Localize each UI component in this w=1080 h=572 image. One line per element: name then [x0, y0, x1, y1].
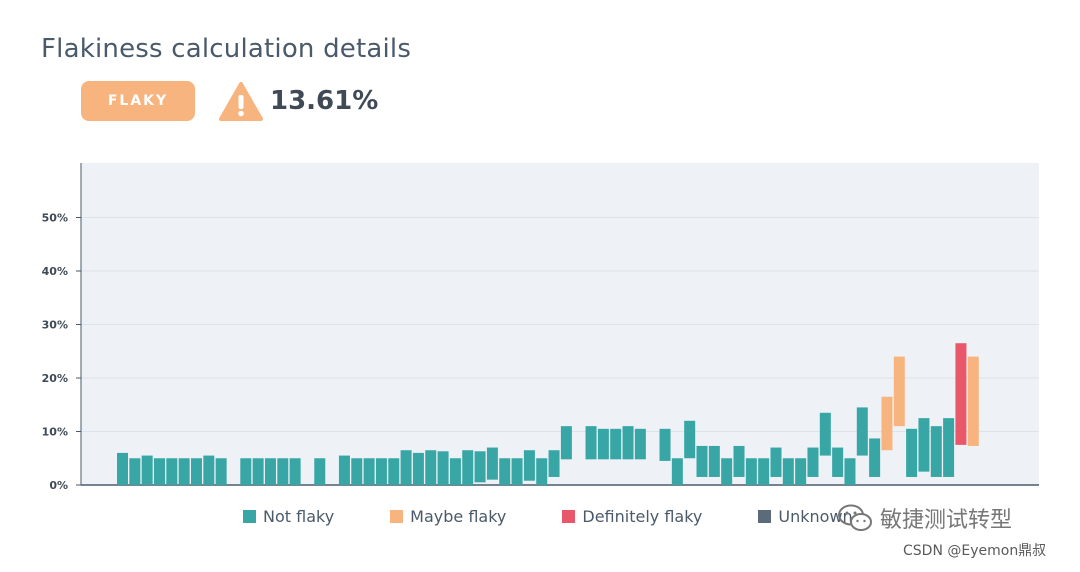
warning-triangle-icon — [219, 82, 263, 121]
legend-item-unknown: Unknown — [758, 506, 853, 526]
chart-bar — [832, 447, 844, 477]
chart-bar — [499, 458, 511, 485]
legend-item-not-flaky: Not flaky — [243, 507, 334, 526]
legend-swatch-maybe-flaky — [390, 509, 404, 523]
chart-bar — [523, 450, 535, 481]
chart-bar — [856, 407, 868, 456]
chart-bar — [560, 426, 572, 460]
chart-bar — [745, 458, 757, 485]
chart-bar — [585, 426, 597, 460]
watermark-credit: CSDN @Eyemon鼎叔 — [903, 543, 1047, 559]
chart-bar — [758, 458, 770, 485]
chart-bar — [252, 458, 264, 485]
chart-bar — [622, 426, 634, 460]
chart-bar — [375, 458, 387, 485]
chart-bar — [314, 458, 326, 485]
chart-bar — [659, 428, 671, 461]
chart-bar — [634, 428, 646, 460]
chart-bar — [807, 447, 819, 477]
chart-bar — [437, 451, 449, 485]
chart-bar — [474, 451, 486, 483]
chart-bar — [203, 455, 215, 485]
legend-label-not-flaky: Not flaky — [263, 506, 335, 526]
chart-bar — [486, 447, 498, 480]
chart-bar — [511, 458, 523, 485]
legend-item-maybe-flaky: Maybe flaky — [390, 507, 506, 526]
chart-bar — [166, 458, 178, 485]
chart-bar — [671, 458, 683, 485]
chart-bar — [338, 455, 350, 485]
chart-bar — [918, 418, 930, 472]
y-tick-label: 20% — [42, 372, 68, 385]
chart-bar — [240, 458, 252, 485]
chart-bar — [696, 445, 708, 477]
legend-swatch-not-flaky — [243, 509, 256, 523]
chart-bar — [400, 450, 412, 485]
chart-bar — [425, 450, 437, 485]
chart-bar — [548, 450, 560, 477]
chart-bar — [795, 458, 807, 485]
legend-label-definitely-flaky: Definitely flaky — [582, 506, 703, 526]
y-tick-label: 40% — [42, 265, 68, 278]
chart-bar — [930, 426, 942, 477]
chart-bar — [881, 396, 893, 451]
chart-bar — [708, 445, 720, 477]
legend-swatch-definitely-flaky — [562, 509, 576, 523]
chart-bar — [153, 458, 165, 485]
chart-bar — [264, 458, 276, 485]
chart-bar — [289, 458, 301, 485]
legend-label-unknown: Unknown — [778, 506, 853, 526]
chart-legend: Not flaky Maybe flaky Definitely flaky U… — [243, 504, 909, 528]
legend-item-definitely-flaky: Definitely flaky — [562, 507, 702, 526]
chart-bar — [141, 455, 153, 485]
chart-bar — [770, 447, 782, 477]
chart-bar — [449, 458, 461, 485]
chart-bar — [117, 452, 128, 485]
chart-bar — [893, 356, 905, 427]
chart-bar — [782, 458, 794, 485]
page-title: Flakiness calculation details — [41, 34, 412, 64]
chart-bar — [190, 458, 202, 485]
y-tick-label: 10% — [42, 426, 68, 439]
flakiness-score: 13.61% — [270, 86, 379, 116]
chart-bar — [215, 458, 227, 485]
chart-bar — [610, 428, 622, 460]
chart-bar — [412, 452, 424, 485]
watermark: 敏捷测试转型 — [836, 502, 1012, 534]
chart-bar — [388, 458, 400, 485]
chart-bar — [597, 428, 609, 460]
chart-bar — [363, 458, 375, 485]
wechat-icon — [838, 504, 872, 531]
chart-bar — [721, 458, 733, 485]
chart-bar — [277, 458, 289, 485]
chart-bar — [733, 445, 745, 477]
chart-bar — [351, 458, 363, 485]
watermark-text: 敏捷测试转型 — [880, 508, 1013, 533]
chart-bar — [684, 420, 696, 459]
chart-bar — [819, 412, 831, 456]
chart-bar — [462, 450, 474, 485]
y-tick-label: 0% — [49, 479, 68, 492]
chart-bar — [178, 458, 190, 485]
chart-bar — [943, 418, 955, 477]
y-tick-label: 50% — [42, 212, 68, 225]
chart-bar — [129, 458, 141, 485]
status-badge: FLAKY — [81, 81, 195, 121]
chart-bar — [869, 438, 881, 477]
y-tick-label: 30% — [42, 319, 68, 332]
chart-bar — [955, 343, 967, 445]
legend-swatch-unknown — [758, 509, 772, 523]
chart-bar — [844, 458, 856, 485]
chart-bar — [967, 356, 979, 446]
chart-bar — [536, 458, 548, 485]
legend-label-maybe-flaky: Maybe flaky — [410, 506, 507, 526]
chart-bar — [906, 428, 918, 477]
